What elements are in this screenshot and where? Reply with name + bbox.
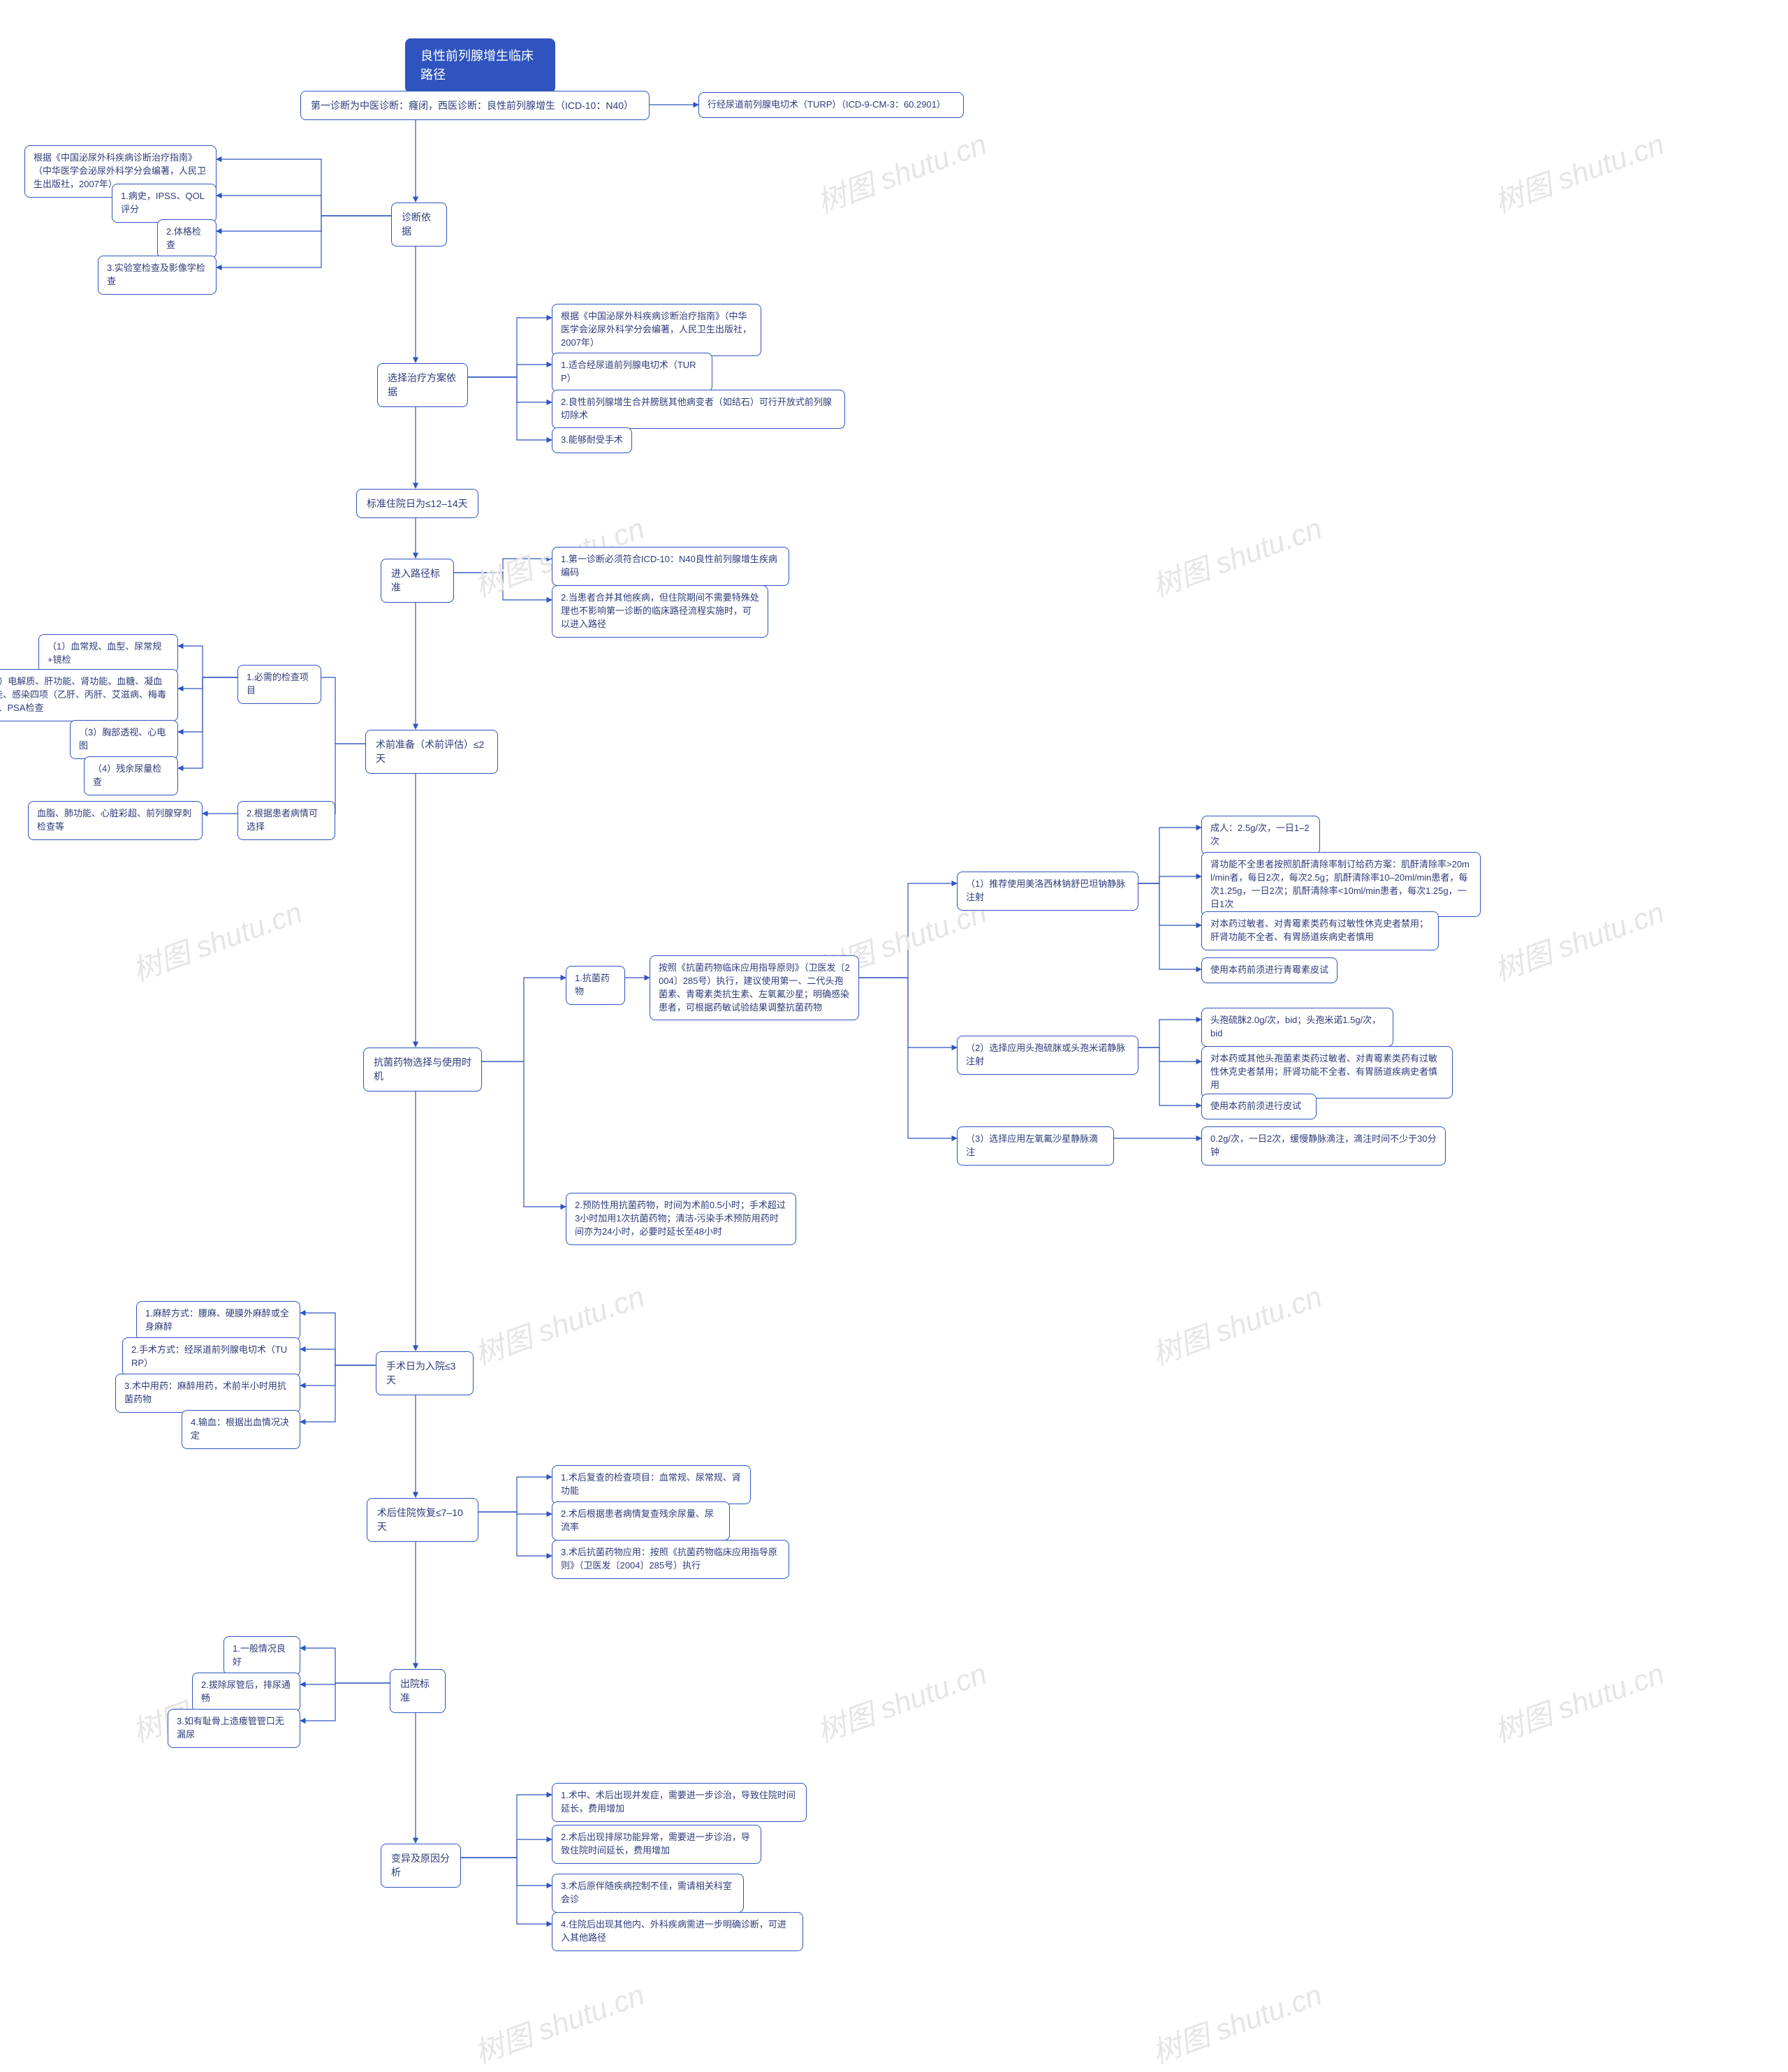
node-variance-2: 2.术后出现排尿功能异常，需要进一步诊治，导致住院时间延长，费用增加 bbox=[552, 1825, 761, 1864]
node-surgery-day: 手术日为入院≤3天 bbox=[376, 1351, 474, 1395]
node-variance: 变异及原因分析 bbox=[381, 1844, 461, 1888]
node-abx-1-note: 按照《抗菌药物临床应用指导原则》（卫医发〔2004〕285号）执行，建议使用第一… bbox=[650, 955, 859, 1020]
node-treatment-3: 3.能够耐受手术 bbox=[552, 427, 632, 453]
node-discharge: 出院标准 bbox=[390, 1669, 446, 1713]
node-abx-1-c: （3）选择应用左氧氟沙星静脉滴注 bbox=[957, 1126, 1114, 1166]
node-abx-1-a-iii: 对本药过敏者、对青霉素类药有过敏性休克史者禁用；肝肾功能不全者、有胃肠道疾病史者… bbox=[1201, 911, 1439, 950]
node-abx-1-a-ii: 肾功能不全患者按照肌酐清除率制订给药方案：肌酐清除率>20ml/min者，每日2… bbox=[1201, 852, 1481, 917]
node-enter-path-2: 2.当患者合并其他疾病，但住院期间不需要特殊处理也不影响第一诊断的临床路径流程实… bbox=[552, 585, 768, 638]
node-preop-must-c: （3）胸部透视、心电图 bbox=[70, 720, 178, 759]
node-abx: 抗菌药物选择与使用时机 bbox=[363, 1048, 482, 1092]
node-variance-4: 4.住院后出现其他内、外科疾病需进一步明确诊断，可进入其他路径 bbox=[552, 1912, 803, 1951]
node-surgery-2: 2.手术方式：经尿道前列腺电切术（TURP） bbox=[122, 1337, 300, 1376]
node-postop-3: 3.术后抗菌药物应用：按照《抗菌药物临床应用指导原则》（卫医发〔2004〕285… bbox=[552, 1540, 789, 1579]
node-preop: 术前准备（术前评估）≤2天 bbox=[365, 730, 498, 774]
node-preop-opt-list: 血脂、肺功能、心脏彩超、前列腺穿刺检查等 bbox=[28, 801, 203, 840]
node-abx-1-a: （1）推荐使用美洛西林钠舒巴坦钠静脉注射 bbox=[957, 872, 1138, 911]
node-diagnosis-1: 1.病史，IPSS、QOL评分 bbox=[112, 184, 217, 223]
node-first-diagnosis: 第一诊断为中医诊断：癃闭，西医诊断：良性前列腺增生（ICD-10：N40） bbox=[300, 91, 650, 120]
node-preop-opt: 2.根据患者病情可选择 bbox=[237, 801, 335, 840]
node-postop-2: 2.术后根据患者病情复查残余尿量、尿流率 bbox=[552, 1501, 730, 1541]
node-discharge-2: 2.拔除尿管后，排尿通畅 bbox=[192, 1673, 300, 1712]
node-abx-1-b: （2）选择应用头孢硫脒或头孢米诺静脉注射 bbox=[957, 1036, 1138, 1075]
node-variance-1: 1.术中、术后出现并发症，需要进一步诊治，导致住院时间延长，费用增加 bbox=[552, 1783, 807, 1822]
node-turp-code: 行经尿道前列腺电切术（TURP）（ICD-9-CM-3：60.2901） bbox=[698, 92, 964, 118]
node-abx-2: 2.预防性用抗菌药物，时间为术前0.5小时；手术超过3小时加用1次抗菌药物；清洁… bbox=[566, 1193, 796, 1245]
node-preop-must: 1.必需的检查项目 bbox=[237, 665, 321, 704]
node-diagnosis-2: 2.体格检查 bbox=[157, 219, 217, 258]
node-diagnosis-3: 3.实验室检查及影像学检查 bbox=[98, 256, 217, 295]
node-abx-1-a-iv: 使用本药前须进行青霉素皮试 bbox=[1201, 957, 1338, 983]
node-treatment-1: 1.适合经尿道前列腺电切术（TURP） bbox=[552, 353, 712, 392]
node-variance-3: 3.术后原伴随疾病控制不佳，需请相关科室会诊 bbox=[552, 1874, 744, 1913]
node-surgery-1: 1.麻醉方式：腰麻、硬膜外麻醉或全身麻醉 bbox=[136, 1301, 300, 1340]
flowchart-title: 良性前列腺增生临床路径 bbox=[405, 38, 555, 93]
node-preop-must-a: （1）血常规、血型、尿常规+镜检 bbox=[38, 634, 178, 673]
node-standard-days: 标准住院日为≤12–14天 bbox=[356, 489, 478, 518]
node-diagnosis-basis: 诊断依据 bbox=[391, 203, 447, 247]
node-abx-1: 1.抗菌药物 bbox=[566, 966, 625, 1005]
node-discharge-1: 1.一般情况良好 bbox=[224, 1636, 300, 1675]
node-postop-1: 1.术后复查的检查项目：血常规、尿常规、肾功能 bbox=[552, 1465, 751, 1504]
node-postop: 术后住院恢复≤7–10天 bbox=[367, 1498, 478, 1542]
node-abx-1-b-ii: 对本药或其他头孢菌素类药过敏者、对青霉素类药有过敏性休克史者禁用；肝肾功能不全者… bbox=[1201, 1046, 1453, 1099]
edges-layer bbox=[0, 0, 1788, 2059]
node-surgery-4: 4.输血：根据出血情况决定 bbox=[182, 1410, 300, 1449]
node-discharge-3: 3.如有耻骨上造瘘管管口无漏尿 bbox=[168, 1709, 300, 1748]
node-preop-must-d: （4）残余尿量检查 bbox=[84, 756, 178, 795]
node-preop-must-b: （2）电解质、肝功能、肾功能、血糖、凝血功能、感染四项（乙肝、丙肝、艾滋病、梅毒… bbox=[0, 669, 178, 721]
node-treatment-ref: 根据《中国泌尿外科疾病诊断治疗指南》（中华医学会泌尿外科学分会编著，人民卫生出版… bbox=[552, 304, 761, 356]
node-surgery-3: 3.术中用药：麻醉用药，术前半小时用抗菌药物 bbox=[115, 1374, 300, 1413]
node-enter-path: 进入路径标准 bbox=[381, 559, 454, 603]
node-treatment-2: 2.良性前列腺增生合并膀胱其他病变者（如结石）可行开放式前列腺切除术 bbox=[552, 390, 845, 429]
node-abx-1-c-note: 0.2g/次，一日2次，缓慢静脉滴注，滴注时间不少于30分钟 bbox=[1201, 1126, 1446, 1166]
node-abx-1-a-i: 成人：2.5g/次，一日1–2次 bbox=[1201, 816, 1320, 855]
node-abx-1-b-iii: 使用本药前须进行皮试 bbox=[1201, 1094, 1317, 1119]
node-enter-path-1: 1.第一诊断必须符合ICD-10：N40良性前列腺增生疾病编码 bbox=[552, 547, 789, 586]
node-abx-1-b-i: 头孢硫脒2.0g/次，bid；头孢米诺1.5g/次，bid bbox=[1201, 1008, 1393, 1047]
node-treatment-basis: 选择治疗方案依据 bbox=[377, 363, 468, 407]
